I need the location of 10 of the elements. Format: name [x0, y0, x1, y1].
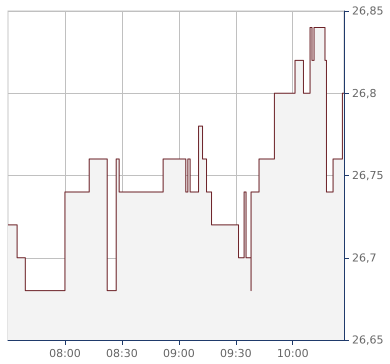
y-tick-label: 26,7	[352, 251, 376, 264]
y-tick-label: 26,75	[352, 169, 384, 182]
x-tick-label: 09:00	[162, 347, 195, 360]
x-tick-label: 08:30	[106, 347, 138, 360]
x-tick-label: 10:00	[276, 347, 309, 360]
x-tick-label: 09:30	[220, 347, 252, 360]
y-tick-label: 26,65	[352, 334, 384, 346]
y-tick-label: 26,8	[352, 86, 376, 100]
x-tick-label: 08:00	[49, 347, 81, 360]
y-tick-label: 26,85	[352, 4, 384, 18]
